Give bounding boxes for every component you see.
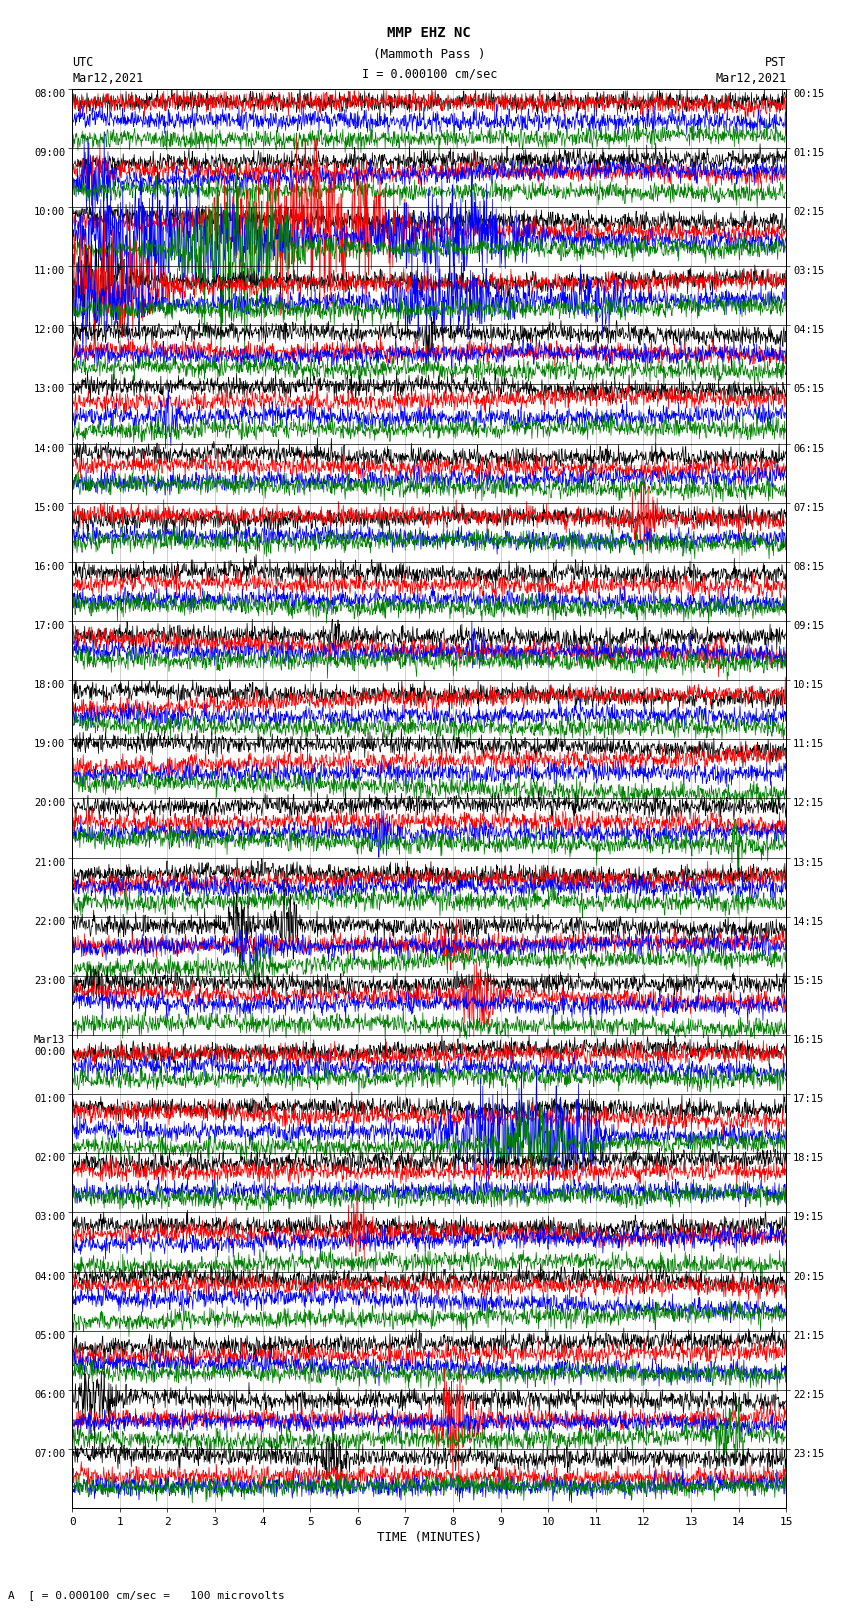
X-axis label: TIME (MINUTES): TIME (MINUTES) bbox=[377, 1531, 482, 1544]
Text: A  [ = 0.000100 cm/sec =   100 microvolts: A [ = 0.000100 cm/sec = 100 microvolts bbox=[8, 1590, 286, 1600]
Text: PST: PST bbox=[765, 56, 786, 69]
Text: I = 0.000100 cm/sec: I = 0.000100 cm/sec bbox=[361, 68, 497, 81]
Text: Mar12,2021: Mar12,2021 bbox=[72, 73, 144, 85]
Text: MMP EHZ NC: MMP EHZ NC bbox=[388, 26, 471, 40]
Text: UTC: UTC bbox=[72, 56, 94, 69]
Text: Mar12,2021: Mar12,2021 bbox=[715, 73, 786, 85]
Text: (Mammoth Pass ): (Mammoth Pass ) bbox=[373, 48, 485, 61]
